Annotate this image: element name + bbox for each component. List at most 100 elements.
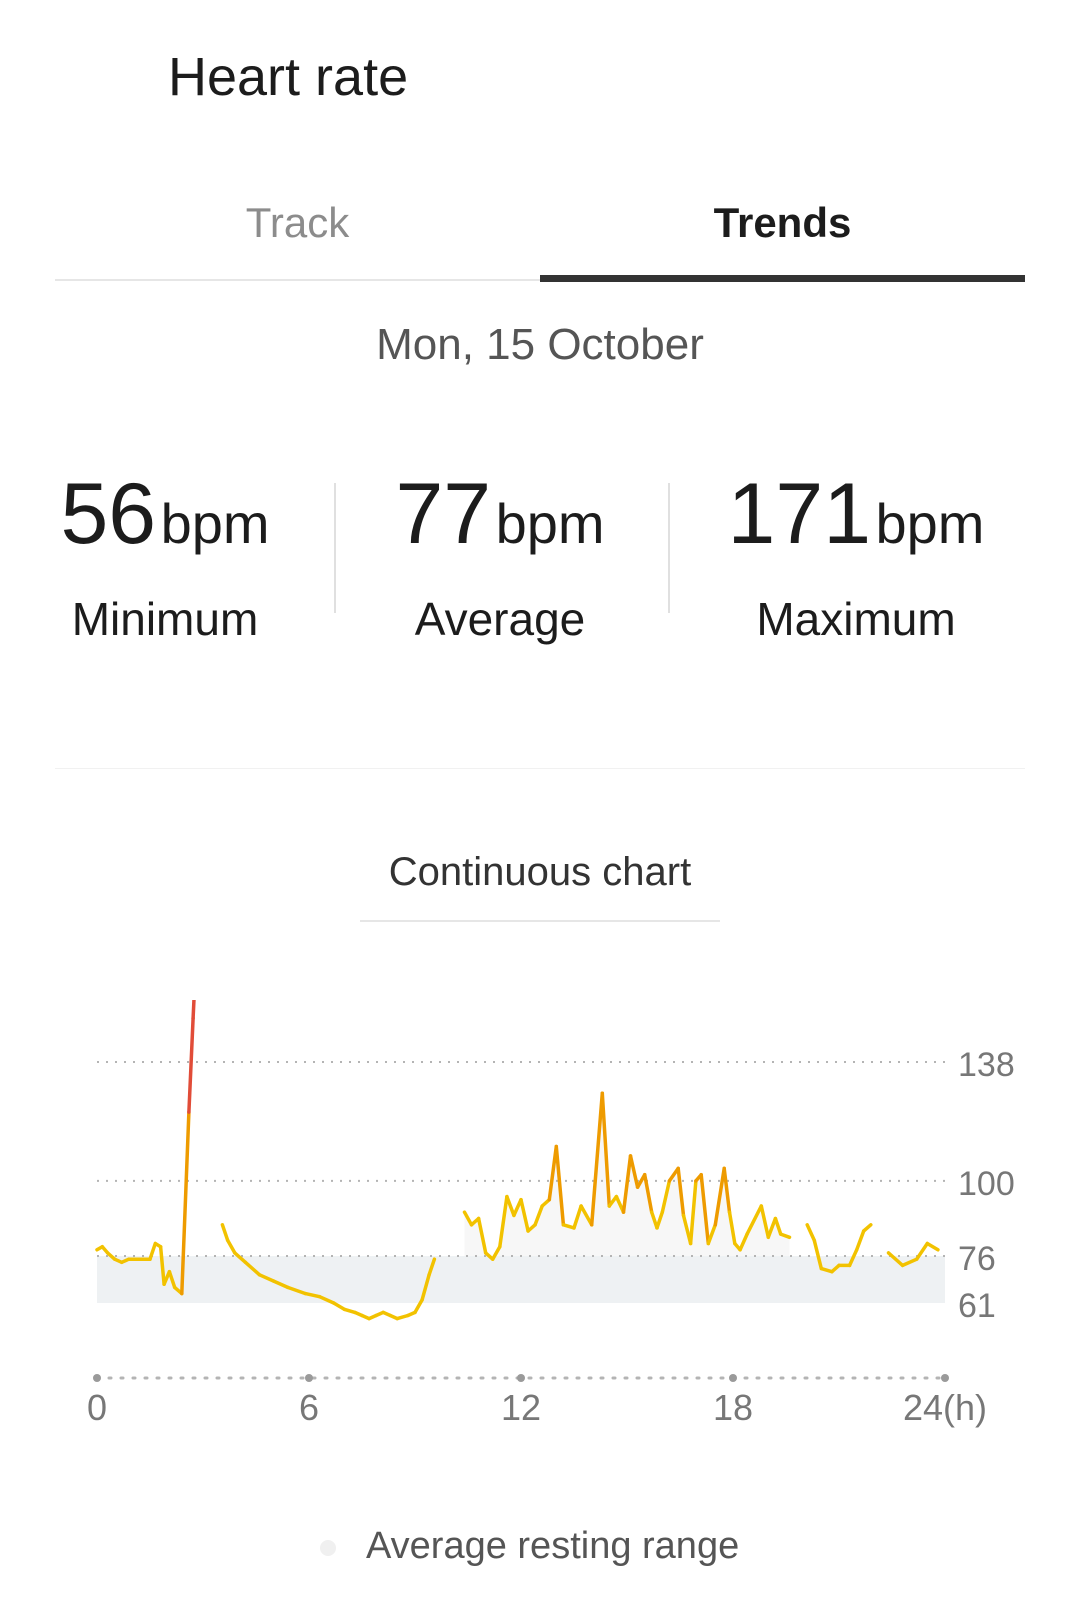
heart-rate-line-segment [547, 1144, 559, 1202]
heart-rate-line-segment [505, 1194, 516, 1218]
stat-max-label: Maximum [756, 593, 956, 645]
legend: Average resting range [320, 1525, 739, 1568]
stat-max-value: 171 [727, 466, 872, 562]
heart-rate-line-segment [600, 1091, 612, 1208]
y-tick-label: 138 [958, 1046, 1015, 1084]
heart-rate-line-segment [628, 1154, 640, 1189]
heart-rate-line-segment [778, 1232, 792, 1240]
heart-rate-line-segment [148, 1241, 158, 1261]
heart-rate-line-segment [420, 1273, 431, 1302]
stat-max-unit: bpm [875, 492, 985, 555]
heart-rate-line-segment [655, 1210, 665, 1230]
stat-maximum: 171 bpm Maximum [686, 465, 1026, 646]
heart-rate-line-segment [191, 1000, 196, 1020]
heart-rate-line-segment [413, 1298, 424, 1315]
x-tick-label: 12 [501, 1387, 541, 1428]
heart-rate-line-segment [490, 1244, 502, 1261]
heart-rate-line-segment [167, 1269, 177, 1290]
heart-rate-line-segment [158, 1244, 166, 1286]
page-title: Heart rate [168, 47, 409, 107]
heart-rate-line-segment [220, 1223, 230, 1243]
heart-rate-line-segment [233, 1251, 248, 1265]
heart-rate-line-segment [286, 1285, 308, 1296]
stat-min-label: Minimum [71, 593, 259, 645]
x-axis-tick [941, 1374, 949, 1382]
heart-rate-line-segment [462, 1210, 474, 1227]
heart-rate-line-segment [331, 1301, 347, 1312]
heart-rate-line-segment [660, 1179, 672, 1214]
heart-rate-line-segment [257, 1273, 276, 1283]
y-tick-label: 61 [958, 1287, 996, 1325]
x-axis-tick [517, 1374, 525, 1382]
heart-rate-line-segment [621, 1154, 633, 1214]
heart-rate-line-segment [847, 1248, 859, 1268]
heart-rate-line-segment [861, 1223, 873, 1233]
stat-average: 77 bpm Average [330, 465, 670, 646]
chart-type-underline [360, 920, 720, 922]
stat-avg-label: Average [414, 593, 586, 645]
heart-rate-line-segment [498, 1194, 509, 1249]
tab-active-indicator [540, 275, 1025, 282]
heart-rate-line-segment [303, 1291, 322, 1299]
y-tick-label: 100 [958, 1165, 1015, 1203]
resting-range-swatch [320, 1539, 336, 1556]
x-axis-tick [305, 1374, 313, 1382]
heart-rate-line-segment [699, 1172, 711, 1246]
tab-trends[interactable]: Trends [713, 199, 852, 246]
legend-resting-label: Average resting range [366, 1525, 740, 1567]
heart-rate-line-segment [243, 1260, 262, 1277]
heart-rate-line-segment [738, 1232, 749, 1252]
heart-rate-line-segment [713, 1166, 726, 1227]
heart-rate-line-segment [342, 1307, 357, 1315]
stat-minimum: 56 bpm Minimum [0, 465, 335, 646]
heart-rate-line-segment [886, 1251, 905, 1268]
stat-divider [668, 483, 670, 613]
heart-rate-line-segment [722, 1166, 732, 1214]
heart-rate-line-segment [773, 1216, 783, 1236]
x-tick-label: 0 [87, 1387, 107, 1428]
heart-rate-line-segment [819, 1266, 834, 1274]
heart-rate-line-segment [561, 1223, 576, 1230]
heart-rate-line-segment [187, 1016, 195, 1114]
heart-rate-line-segment [805, 1223, 817, 1243]
heart-rate-line-segment [706, 1223, 718, 1246]
heart-rate-line-segment [317, 1294, 336, 1305]
heart-rate-line-segment [519, 1197, 530, 1233]
heart-rate-line-segment [533, 1204, 544, 1227]
heart-rate-line-segment [589, 1091, 605, 1227]
heart-rate-line-segment [812, 1238, 824, 1271]
tab-track[interactable]: Track [245, 199, 350, 246]
heart-rate-line-segment [225, 1238, 237, 1255]
section-divider [55, 768, 1025, 769]
heart-rate-line-segment [676, 1166, 686, 1218]
stat-min-unit: bpm [160, 492, 270, 555]
heart-rate-line-segment [925, 1241, 940, 1252]
heart-rate-line-segment [688, 1179, 698, 1246]
heart-rate-line-segment [727, 1210, 737, 1246]
heart-rate-line-segment [554, 1144, 566, 1227]
x-axis-tick [93, 1374, 101, 1382]
heart-rate-line-segment [476, 1216, 488, 1255]
x-tick-label: 18 [713, 1387, 753, 1428]
heart-rate-line-segment [900, 1257, 919, 1268]
heart-rate-line-segment [642, 1172, 654, 1214]
heart-rate-line-segment [579, 1204, 594, 1227]
heart-rate-line-segment [759, 1204, 771, 1240]
heart-rate-line-segment [745, 1204, 764, 1236]
stat-divider [334, 483, 336, 613]
x-tick-label: 24(h) [903, 1387, 987, 1428]
activity-area [464, 1093, 790, 1257]
date-label[interactable]: Mon, 15 October [376, 320, 704, 369]
x-axis-tick [729, 1374, 737, 1382]
heart-rate-line-segment [766, 1216, 778, 1240]
heart-rate-line-segment [914, 1241, 930, 1261]
heart-rate-line-segment [427, 1257, 437, 1277]
stat-avg-value: 77 [395, 466, 492, 562]
heart-rate-chart: 138 100 76 61 0 6 12 18 24(h) [87, 1000, 1015, 1428]
chart-type-selector[interactable]: Continuous chart [388, 850, 692, 894]
heart-rate-line-segment [395, 1313, 410, 1321]
stat-min-value: 56 [60, 466, 157, 562]
resting-range-band [97, 1256, 945, 1303]
tab-divider [55, 279, 540, 281]
heart-rate-line-segment [271, 1279, 290, 1290]
